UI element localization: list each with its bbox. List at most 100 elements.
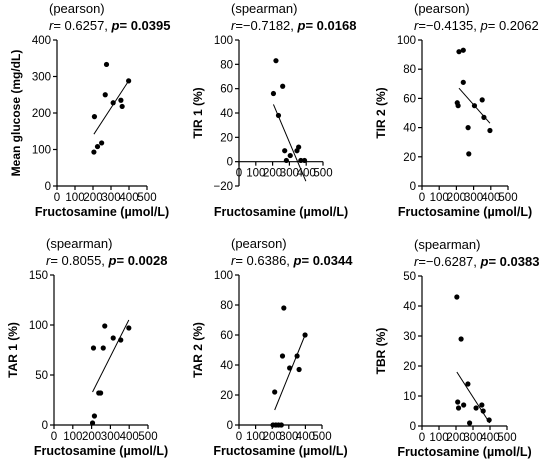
data-point [281,305,287,311]
y-tick-label: −20 [213,181,233,193]
x-tick-label: 400 [120,431,139,443]
data-point [301,157,308,164]
data-point [455,103,461,109]
r-symbol: r [414,18,419,33]
x-tick-label: 300 [101,192,120,204]
data-point [280,83,286,89]
panel-4: (spearman) r= 0.8055, p= 0.0028 0 50 100 150 0… [6,236,168,458]
data-point [118,337,124,343]
p-value: = 0.0028 [117,253,168,268]
r-symbol: r [46,253,51,268]
y-tick-label: 100 [32,145,51,157]
data-point [480,408,486,414]
data-point [275,112,282,119]
data-point [94,143,101,150]
y-tick-label: 0 [410,421,416,433]
x-tick-label: 200 [446,432,465,444]
x-tick-label: 400 [296,431,315,443]
x-tick-label: 0 [54,192,60,204]
data-point [461,402,467,408]
data-point [486,417,492,423]
data-point [465,125,471,131]
r-value: = 0.8055, [50,253,108,268]
trend-line [93,80,130,135]
p-value: = 0.0344 [302,253,354,268]
r-value: =−0.4135, [418,18,480,33]
x-tick-label: 100 [246,168,265,180]
data-point [487,127,493,134]
x-tick-label: 300 [280,168,299,180]
x-tick-label: 500 [312,431,331,443]
data-point [479,97,485,103]
data-point [471,103,478,109]
y-tick-label: 80 [220,300,233,312]
data-point [110,335,116,341]
data-point [467,420,473,426]
x-tick-label: 300 [101,431,120,443]
x-tick-label: 0 [236,431,242,443]
y-axis-label: TIR 1 (%) [191,87,205,138]
data-point [302,332,308,338]
p-symbol: p [293,253,302,268]
data-point [91,413,98,419]
r-symbol: r [231,18,236,33]
data-point [454,294,460,300]
x-tick-label: 200 [263,431,282,443]
data-point [91,114,98,120]
x-tick-label: 0 [51,431,57,443]
data-point [294,353,300,359]
y-tick-label: 300 [32,72,51,84]
p-symbol: p [111,18,120,33]
data-point [458,336,464,342]
x-tick-label: 400 [480,432,499,444]
r-value: = 0.6386, [235,253,293,268]
trend-line [92,319,130,393]
correlation-stat: r= 0.8055, p= 0.0028 [46,253,167,268]
y-tick-label: 40 [220,108,233,120]
x-axis-label: Fructosamine (µmol/L) [398,205,532,219]
p-value: = 0.0395 [120,18,171,33]
y-tick-label: 100 [29,320,48,332]
x-axis-label: Fructosamine (µmol/L) [213,444,347,458]
y-tick-label: 100 [214,270,233,282]
data-point [481,114,487,120]
data-point [89,420,96,426]
data-point [100,345,106,351]
r-value: =−0.7182, [235,18,297,33]
method-label: (pearson) [231,236,287,251]
y-tick-label: 20 [220,390,233,402]
y-tick-label: 400 [32,35,51,47]
panel-3: (pearson) r=−0.4135, p= 0.2062 0 20 40 60 80 10… [374,1,539,219]
data-point [126,78,132,84]
y-tick-label: 80 [403,64,416,76]
p-symbol: p [297,18,306,33]
y-tick-label: 0 [410,181,416,193]
r-symbol: r [414,254,419,269]
y-tick-label: 0 [45,181,51,193]
r-symbol: r [231,253,236,268]
y-tick-label: 30 [403,331,416,343]
panel-5: (pearson) r= 0.6386, p= 0.0344 0 20 40 60 80 10… [191,236,353,458]
p-symbol: p [480,254,489,269]
data-point [102,92,108,98]
p-value: = 0.0168 [305,18,356,33]
x-tick-label: 100 [430,192,449,204]
r-symbol: r [49,18,54,33]
y-tick-label: 20 [403,361,416,373]
x-tick-label: 200 [447,192,466,204]
y-tick-label: 20 [220,132,233,144]
data-point [278,422,284,428]
y-tick-label: 150 [29,270,48,282]
correlation-stat: r= 0.6386, p= 0.0344 [231,253,353,268]
method-label: (spearman) [46,236,112,251]
x-tick-label: 100 [63,431,82,443]
y-tick-label: 50 [403,271,416,283]
y-tick-label: 60 [220,330,233,342]
data-point [119,103,125,110]
y-axis-label: TAR 1 (%) [6,322,20,378]
data-point [465,381,471,387]
x-tick-label: 300 [464,192,483,204]
trend-line [456,371,491,424]
y-tick-label: 50 [35,370,48,382]
p-value: = 0.0383 [488,254,539,269]
